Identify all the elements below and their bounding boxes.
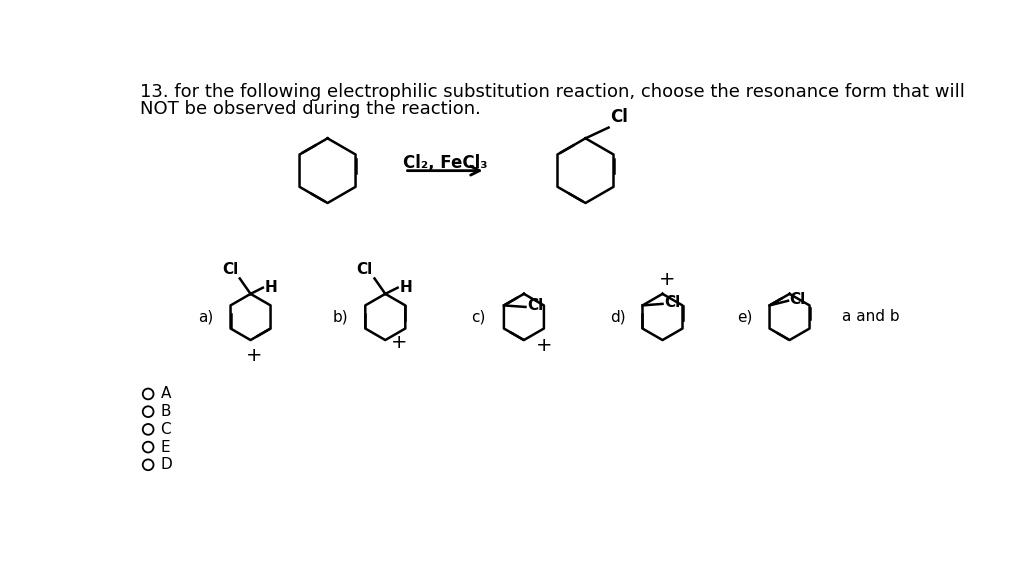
Text: A: A xyxy=(161,386,171,402)
Text: Cl: Cl xyxy=(789,292,806,307)
Text: B: B xyxy=(161,404,171,419)
Text: +: + xyxy=(245,346,261,365)
Text: Cl: Cl xyxy=(527,298,543,313)
Text: H: H xyxy=(399,280,412,295)
Text: C: C xyxy=(161,422,171,437)
Text: +: + xyxy=(391,333,407,352)
Text: D: D xyxy=(161,457,172,472)
Text: d): d) xyxy=(610,309,626,325)
Text: Cl: Cl xyxy=(222,262,239,277)
Text: +: + xyxy=(659,270,675,289)
Text: Cl: Cl xyxy=(610,108,628,126)
Text: 13. for the following electrophilic substitution reaction, choose the resonance : 13. for the following electrophilic subs… xyxy=(140,83,965,101)
Text: a and b: a and b xyxy=(842,309,899,325)
Text: a): a) xyxy=(199,309,213,325)
Text: b): b) xyxy=(333,309,349,325)
Text: c): c) xyxy=(471,309,486,325)
Text: Cl₂, FeCl₃: Cl₂, FeCl₃ xyxy=(403,153,488,172)
Text: H: H xyxy=(264,280,277,295)
Text: Cl: Cl xyxy=(664,295,680,310)
Text: Cl: Cl xyxy=(357,262,372,277)
Text: e): e) xyxy=(737,309,752,325)
Text: E: E xyxy=(161,440,170,455)
Text: NOT be observed during the reaction.: NOT be observed during the reaction. xyxy=(140,100,482,118)
Text: +: + xyxy=(536,336,553,355)
